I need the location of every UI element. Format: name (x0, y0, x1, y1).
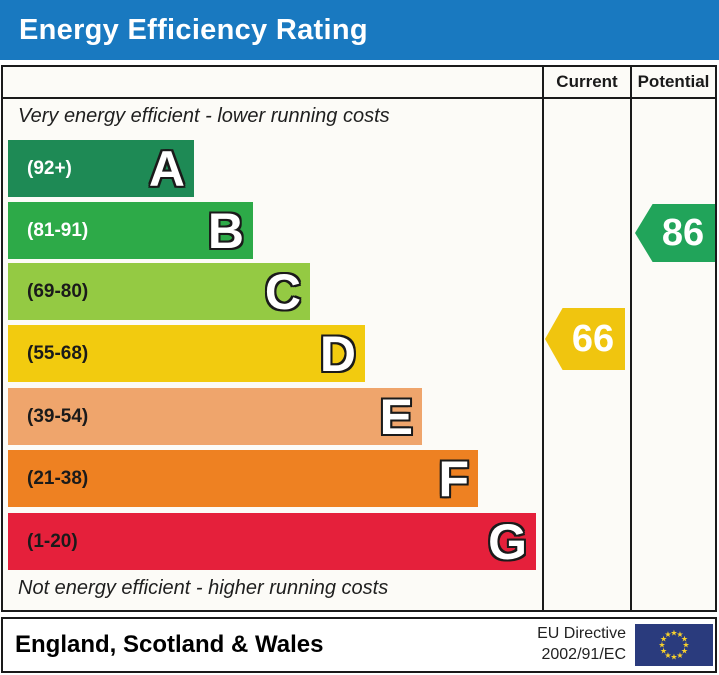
eu-flag-icon: ★ ★ ★ ★ ★ ★ ★ ★ ★ ★ ★ ★ (635, 624, 713, 666)
eu-flag-star: ★ (681, 635, 688, 644)
band-row-d: (55-68) D (8, 325, 365, 382)
potential-rating-value: 86 (661, 211, 705, 254)
band-row-f: (21-38) F (8, 450, 478, 507)
band-f-range: (21-38) (27, 467, 89, 489)
band-b-range: (81-91) (27, 219, 89, 241)
eu-flag-star: ★ (660, 635, 667, 644)
eu-flag-star: ★ (676, 630, 683, 639)
page-title: Energy Efficiency Rating (19, 13, 368, 46)
band-row-a: (92+) A (8, 140, 194, 197)
band-row-e: (39-54) E (8, 388, 422, 445)
eu-flag-star: ★ (682, 641, 689, 650)
band-d-letter: D (319, 325, 356, 382)
top-note: Very energy efficient - lower running co… (18, 105, 390, 127)
eu-directive-label: EU Directive 2002/91/EC (537, 624, 626, 666)
band-d-range: (55-68) (27, 342, 89, 364)
band-c-letter: C (264, 263, 301, 320)
band-b-letter: B (207, 202, 244, 259)
band-g-range: (1-20) (27, 530, 78, 552)
band-row-b: (81-91) B (8, 202, 253, 259)
current-rating-value: 66 (571, 317, 615, 360)
band-a-range: (92+) (27, 157, 72, 179)
eu-flag-star: ★ (660, 647, 667, 656)
region-label: England, Scotland & Wales (15, 631, 324, 658)
band-f-letter: F (438, 450, 469, 507)
column-divider-current (542, 67, 544, 610)
column-divider-potential (630, 67, 632, 610)
current-indicator: 66 (545, 308, 625, 370)
band-row-g: (1-20) G (8, 513, 536, 570)
potential-column-header: Potential (637, 72, 710, 91)
band-e-range: (39-54) (27, 405, 89, 427)
band-a-letter: A (148, 140, 185, 197)
eu-flag-star: ★ (681, 647, 688, 656)
band-c-range: (69-80) (27, 280, 89, 302)
band-e-letter: E (379, 388, 413, 445)
eu-flag-star: ★ (658, 641, 665, 650)
eu-flag-star: ★ (670, 653, 677, 662)
eu-flag-star: ★ (664, 630, 671, 639)
eu-directive-line2: 2002/91/EC (541, 646, 626, 663)
energy-rating-chart: Current Potential Very energy efficient … (1, 65, 717, 612)
title-bar: Energy Efficiency Rating (0, 0, 719, 60)
current-column-header: Current (556, 72, 618, 91)
eu-flag-field (635, 624, 713, 666)
bottom-note: Not energy efficient - higher running co… (18, 577, 389, 599)
band-row-c: (69-80) C (8, 263, 310, 320)
eu-directive-line1: EU Directive (537, 625, 626, 643)
eu-flag-star: ★ (670, 629, 677, 638)
eu-flag-star: ★ (664, 651, 671, 660)
potential-indicator: 86 (635, 204, 715, 262)
header-divider (3, 97, 715, 99)
eu-flag-star: ★ (676, 651, 683, 660)
band-g-letter: G (488, 513, 527, 570)
footer-bar: England, Scotland & Wales EU Directive 2… (1, 617, 717, 673)
